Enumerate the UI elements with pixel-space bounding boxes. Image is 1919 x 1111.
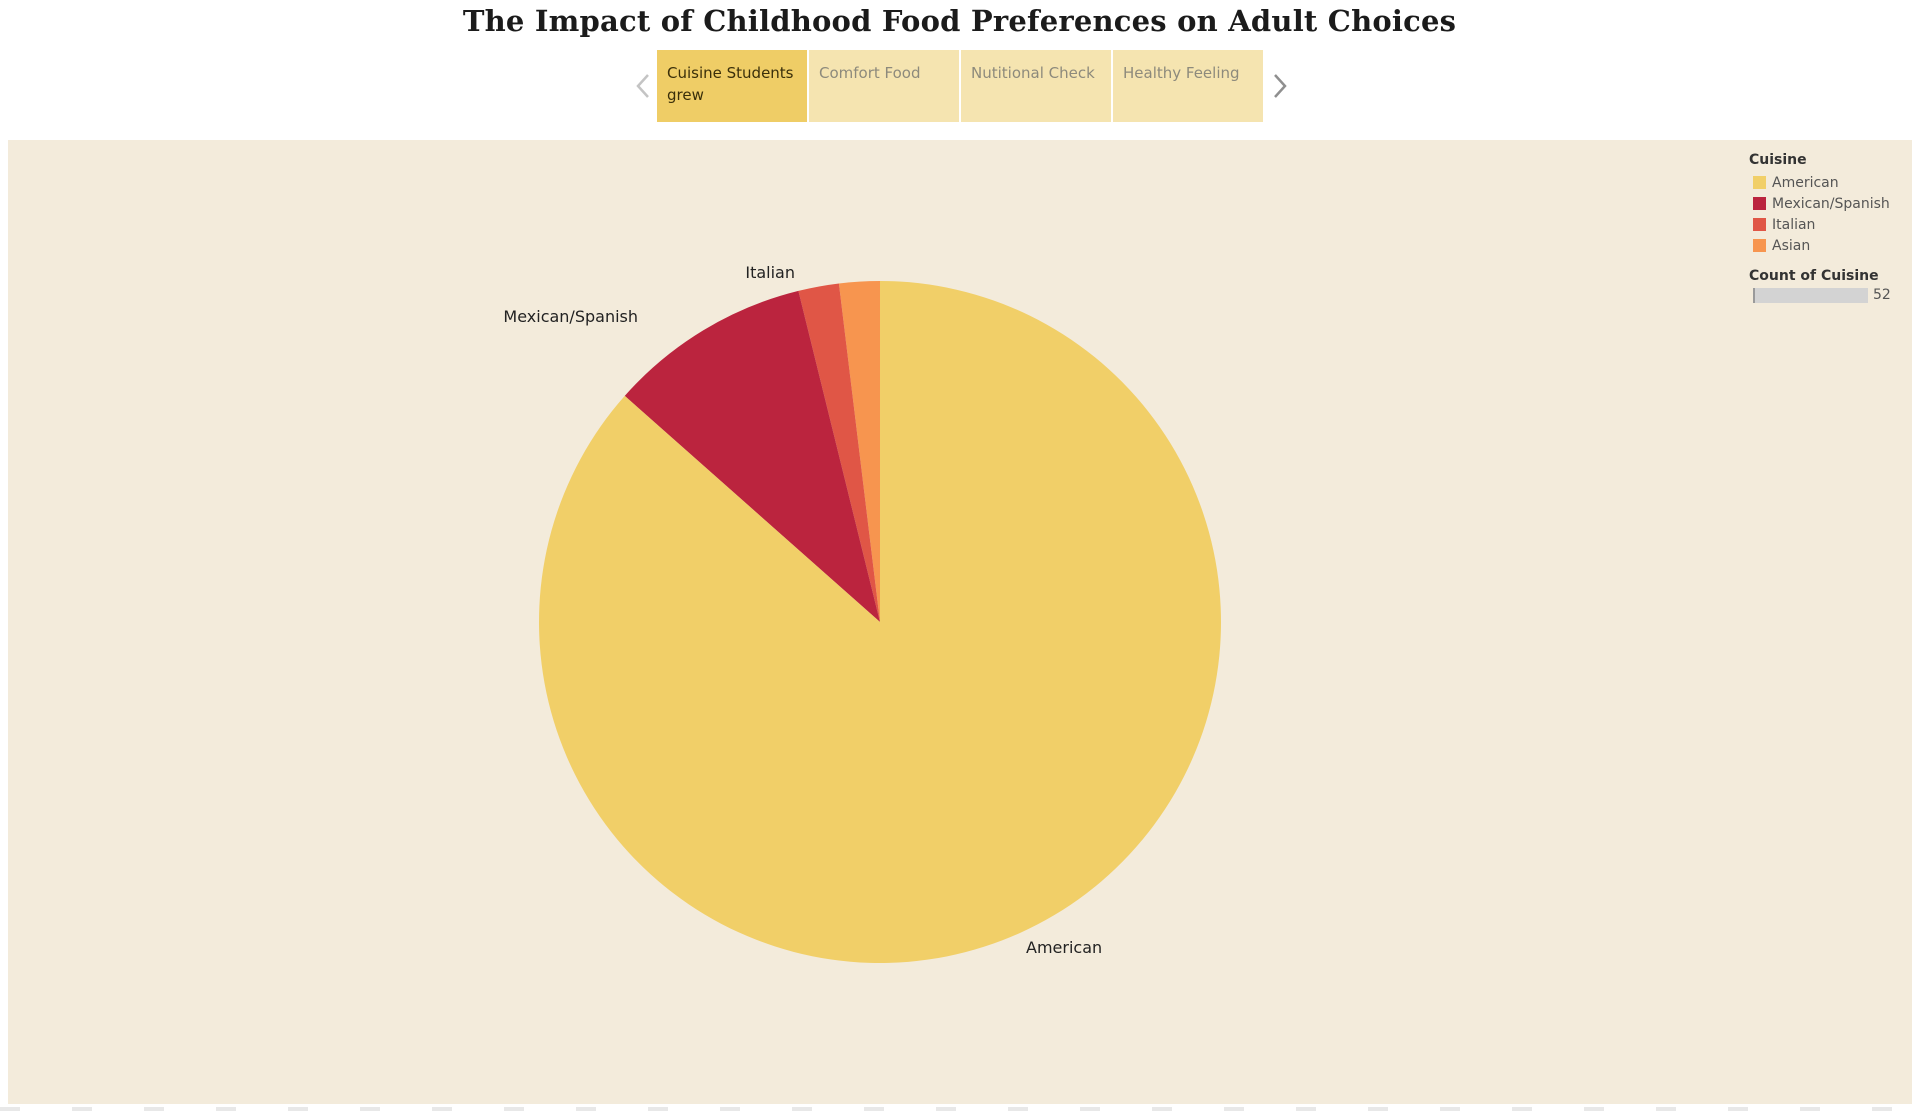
size-legend: 52 <box>1749 287 1909 303</box>
legend-swatch-mexican-spanish <box>1753 197 1766 210</box>
pie-slice-asian[interactable] <box>838 281 880 622</box>
chevron-left-icon <box>635 74 649 98</box>
story-tab-healthy-feeling[interactable]: Healthy Feeling <box>1113 50 1263 122</box>
footer-divider <box>0 1107 1919 1111</box>
size-legend-title: Count of Cuisine <box>1749 268 1879 284</box>
legend-swatch-italian <box>1753 218 1766 231</box>
chart-area: American Mexican/Spanish Italian Cuisine A… <box>8 140 1912 1104</box>
pie-slice-mexican-spanish[interactable] <box>624 290 880 622</box>
legend-item-italian[interactable]: Italian <box>1749 214 1909 235</box>
legend-swatch-american <box>1753 176 1766 189</box>
legend-item-mexican-spanish[interactable]: Mexican/Spanish <box>1749 193 1909 214</box>
size-legend-value: 52 <box>1873 287 1891 303</box>
story-navigator: Cuisine Students grew Comfort Food Nutit… <box>628 50 1294 122</box>
legend-item-asian[interactable]: Asian <box>1749 235 1909 256</box>
story-tab-comfort-food[interactable]: Comfort Food <box>809 50 959 122</box>
previous-story-button[interactable] <box>628 50 657 122</box>
legend-swatch-asian <box>1753 239 1766 252</box>
pie-chart: American Mexican/Spanish Italian <box>503 263 1221 964</box>
legend-label-italian: Italian <box>1772 216 1816 233</box>
legend-label-mexican-spanish: Mexican/Spanish <box>1772 195 1890 212</box>
story-tab-cuisine-students-grew[interactable]: Cuisine Students grew <box>657 50 807 122</box>
slice-label-american: American <box>1026 938 1102 957</box>
legend-title: Cuisine <box>1749 152 1807 168</box>
legend-label-american: American <box>1772 174 1839 191</box>
legend-item-american[interactable]: American <box>1749 172 1909 193</box>
legend-label-asian: Asian <box>1772 237 1811 254</box>
size-legend-bar <box>1753 287 1868 303</box>
slice-label-italian: Italian <box>745 263 795 282</box>
story-tab-nutitional-check[interactable]: Nutitional Check <box>961 50 1111 122</box>
dashboard-title: The Impact of Childhood Food Preferences… <box>462 4 1457 38</box>
pie-slice-american[interactable] <box>539 281 1221 964</box>
slice-label-mexican-spanish: Mexican/Spanish <box>503 307 638 326</box>
legend: Cuisine American Mexican/Spanish Italian… <box>1749 152 1909 303</box>
chevron-right-icon <box>1273 74 1287 98</box>
next-story-button[interactable] <box>1265 50 1294 122</box>
pie-slice-italian[interactable] <box>798 283 880 622</box>
